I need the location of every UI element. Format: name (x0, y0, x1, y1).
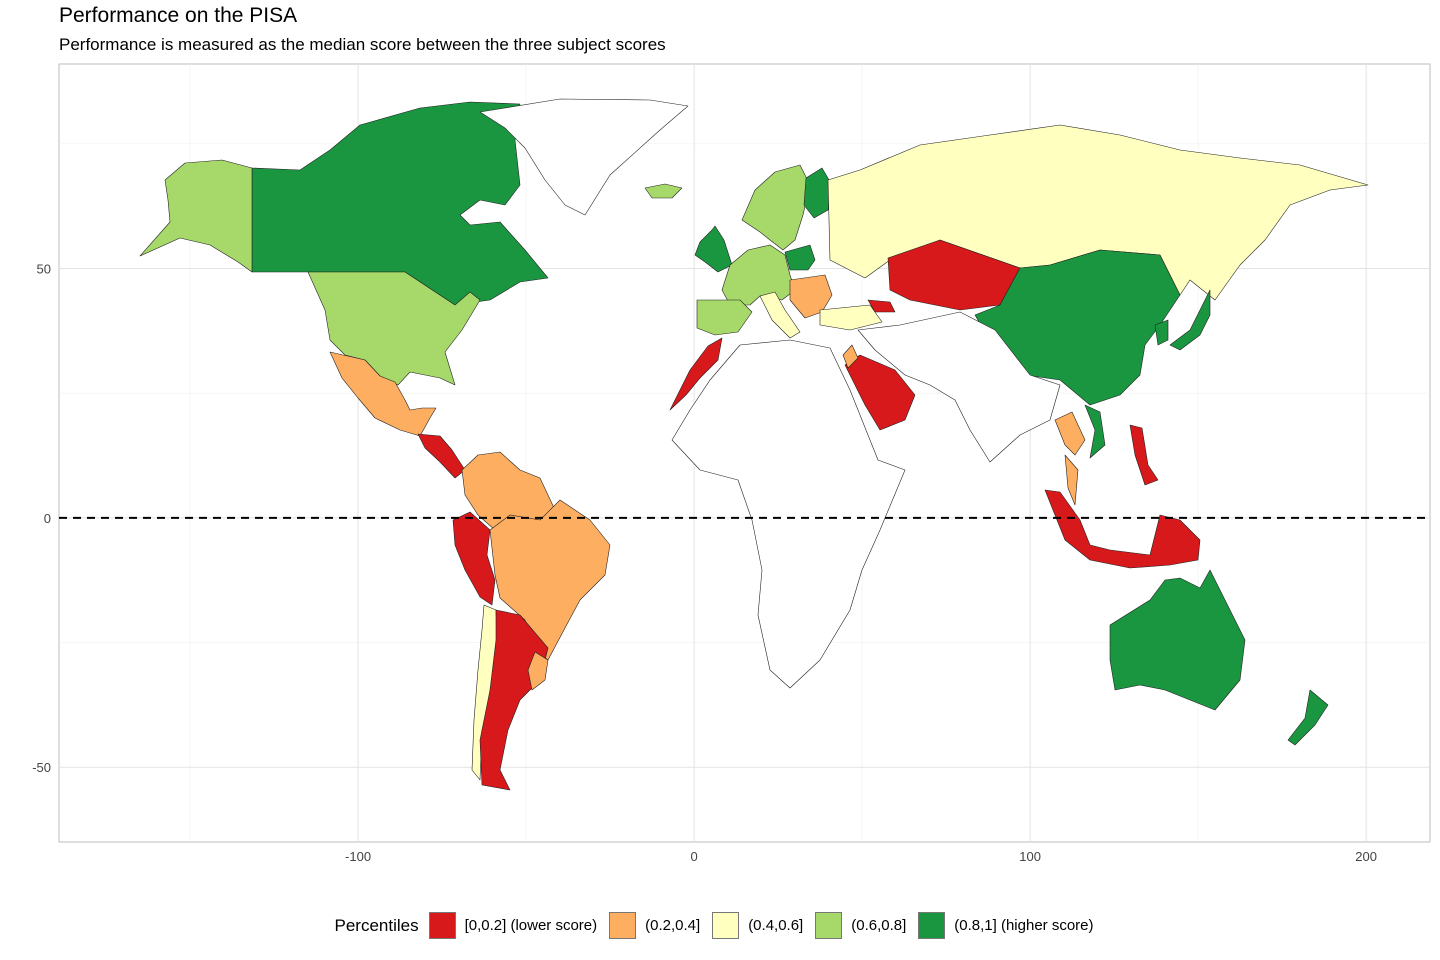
world-map: -100 0 100 200 50 0 -50 (32, 63, 1431, 864)
region-greenland (479, 98, 689, 216)
region-turkey (819, 304, 883, 331)
region-china-mongolia (974, 249, 1181, 406)
region-thailand (1054, 411, 1086, 456)
region-finland (803, 167, 833, 219)
region-morocco (669, 337, 723, 411)
y-axis-ticks: 50 0 -50 (32, 261, 51, 775)
region-mexico (329, 351, 437, 437)
region-vietnam (1084, 404, 1106, 459)
chart-title: Performance on the PISA (59, 4, 298, 27)
x-tick-label: -100 (345, 849, 371, 864)
legend-item: [0,0.2] (lower score) (428, 912, 598, 939)
legend-item: (0.8,1] (higher score) (918, 912, 1094, 939)
legend-item: (0.6,0.8] (815, 912, 906, 939)
legend-label: (0.4,0.6] (748, 917, 804, 934)
x-tick-label: 0 (690, 849, 697, 864)
region-kazakhstan (887, 239, 1021, 311)
legend-item: (0.2,0.4] (609, 912, 700, 939)
region-iberia (696, 299, 753, 336)
legend-title: Percentiles (334, 915, 419, 935)
region-italy (759, 291, 801, 339)
region-usa (307, 271, 481, 386)
legend-label: [0,0.2] (lower score) (464, 917, 598, 934)
region-japan (1169, 289, 1211, 351)
region-indonesia (1044, 489, 1201, 569)
region-jordan (842, 344, 859, 369)
region-central-america (417, 433, 466, 479)
legend-label: (0.8,1] (higher score) (954, 917, 1094, 934)
region-middle-east-south-asia (857, 311, 1061, 463)
legend-key (815, 912, 843, 939)
legend-label: (0.6,0.8] (851, 917, 907, 934)
legend-key (428, 912, 456, 939)
x-tick-label: 100 (1019, 849, 1041, 864)
region-uruguay (527, 651, 549, 691)
legend-label: (0.2,0.4] (645, 917, 701, 934)
region-georgia (867, 299, 896, 313)
region-korea (1154, 319, 1169, 346)
legend: Percentiles [0,0.2] (lower score) (0.2,0… (0, 912, 1440, 939)
y-tick-label: 50 (37, 261, 51, 276)
region-norway-sweden (741, 164, 811, 251)
y-tick-label: -50 (32, 760, 51, 775)
region-saudi-arabia (844, 354, 916, 431)
legend-key (609, 912, 637, 939)
region-malaysia (1064, 454, 1079, 506)
region-iceland (644, 183, 683, 199)
region-argentina (479, 609, 549, 791)
region-alaska (139, 159, 253, 273)
x-axis-ticks: -100 0 100 200 (345, 849, 1377, 864)
region-philippines (1129, 424, 1159, 486)
y-tick-label: 0 (44, 511, 51, 526)
region-africa (671, 339, 906, 689)
legend-item: (0.4,0.6] (712, 912, 803, 939)
region-brazil (489, 499, 611, 661)
region-poland (784, 244, 816, 271)
region-new-zealand (1287, 689, 1329, 746)
legend-key (918, 912, 946, 939)
x-tick-label: 200 (1355, 849, 1377, 864)
legend-key (712, 912, 740, 939)
countries (139, 98, 1369, 791)
region-australia (1109, 569, 1246, 711)
region-peru (452, 511, 496, 606)
chart-subtitle: Performance is measured as the median sc… (59, 35, 666, 54)
